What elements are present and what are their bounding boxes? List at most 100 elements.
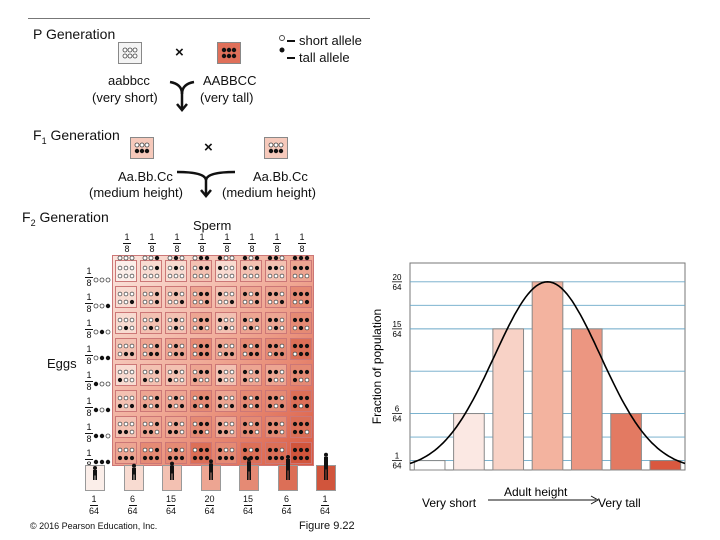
short-allele-dot xyxy=(229,325,235,331)
punnett-cell xyxy=(165,312,187,334)
fraction-bar xyxy=(167,505,175,506)
short-allele-dot xyxy=(148,377,154,383)
tall-allele-dot xyxy=(242,369,248,375)
egg-gamete xyxy=(92,427,112,445)
short-allele-dot xyxy=(123,317,129,323)
allele-dots-icon xyxy=(93,381,111,387)
tall-allele-dot xyxy=(198,421,204,427)
tall-allele-dot xyxy=(173,447,179,453)
short-allele-dot xyxy=(248,395,254,401)
allele-dots-icon xyxy=(167,343,185,357)
punnett-cell xyxy=(290,364,312,386)
tall-allele-dot xyxy=(217,291,223,297)
fraction-denominator: 8 xyxy=(86,434,92,444)
genotype-fraction: 15 64 xyxy=(241,495,255,516)
tall-allele-dot xyxy=(229,455,235,461)
f1-title-sub: 1 xyxy=(41,135,47,146)
short-allele-dot xyxy=(223,317,229,323)
tall-allele-dot xyxy=(148,351,154,357)
allele-dots-icon xyxy=(217,447,235,461)
fraction-numerator: 1 xyxy=(86,292,92,302)
y-tick-numerator: 1 xyxy=(395,452,400,461)
tall-allele-dot xyxy=(198,343,204,349)
tall-allele-dot xyxy=(254,299,260,305)
tall-allele-dot xyxy=(292,429,298,435)
punnett-cell xyxy=(140,364,162,386)
tall-allele-dot xyxy=(217,421,223,427)
tall-allele-dot xyxy=(223,455,229,461)
fraction-denominator: 64 xyxy=(127,506,138,516)
tall-allele-dot xyxy=(242,429,248,435)
punnett-cell xyxy=(140,312,162,334)
fraction-bar xyxy=(85,277,93,278)
legend-allele-icons xyxy=(279,35,295,59)
fraction-numerator: 1 xyxy=(86,422,92,432)
short-allele-dot xyxy=(142,447,148,453)
fraction-numerator: 15 xyxy=(165,494,176,504)
tall-allele-dot xyxy=(298,429,304,435)
tall-allele-dot xyxy=(129,351,135,357)
tall-allele-dot xyxy=(217,455,223,461)
short-allele-dot xyxy=(154,325,160,331)
short-allele-dot xyxy=(229,395,235,401)
tall-allele-dot xyxy=(304,455,310,461)
tall-allele-dot xyxy=(105,303,111,309)
allele-dots-icon xyxy=(292,369,310,383)
tall-allele-dot xyxy=(248,351,254,357)
short-allele-dot xyxy=(248,369,254,375)
sperm-gamete xyxy=(266,249,286,267)
short-allele-dot xyxy=(198,299,204,305)
tall-allele-dot xyxy=(198,429,204,435)
short-allele-dot xyxy=(267,351,273,357)
short-allele-dot xyxy=(179,429,185,435)
tall-allele-dot xyxy=(123,351,129,357)
y-axis-label: Fraction of population xyxy=(370,309,384,424)
punnett-cell xyxy=(240,312,262,334)
allele-dots-icon xyxy=(192,265,210,279)
tall-allele-dot xyxy=(198,395,204,401)
short-allele-dot xyxy=(142,351,148,357)
short-allele-dot xyxy=(198,273,204,279)
tall-allele-dot xyxy=(148,455,154,461)
short-allele-dot xyxy=(105,329,111,335)
short-allele-dot xyxy=(279,265,285,271)
punnett-cell xyxy=(290,338,312,360)
punnett-cell xyxy=(190,442,212,464)
short-allele-dot xyxy=(223,369,229,375)
tall-allele-dot xyxy=(273,429,279,435)
tall-allele-dot xyxy=(267,395,273,401)
tall-allele-dot xyxy=(123,455,129,461)
allele-dots-icon xyxy=(242,291,260,305)
fraction-denominator: 8 xyxy=(86,408,92,418)
tall-allele-dot xyxy=(154,369,160,375)
tall-allele-dot xyxy=(99,329,105,335)
short-allele-dot xyxy=(267,325,273,331)
short-allele-dot xyxy=(142,291,148,297)
tall-allele-dot xyxy=(273,265,279,271)
short-allele-dot xyxy=(123,403,129,409)
bell-curve xyxy=(409,280,686,465)
short-allele-dot xyxy=(279,291,285,297)
tall-allele-dot xyxy=(273,291,279,297)
short-allele-dot xyxy=(179,447,185,453)
short-allele-dot xyxy=(217,273,223,279)
short-allele-dot xyxy=(248,255,254,261)
allele-dots-icon xyxy=(117,317,135,331)
tall-allele-dot xyxy=(267,403,273,409)
tall-allele-dot xyxy=(129,455,135,461)
egg-gamete xyxy=(92,271,112,289)
allele-dots-icon xyxy=(292,395,310,409)
fraction-bar xyxy=(128,505,137,506)
bar-1 xyxy=(453,413,485,471)
fraction-numerator: 20 xyxy=(204,494,215,504)
short-allele-dot xyxy=(179,369,185,375)
allele-dots-icon xyxy=(142,421,160,435)
short-allele-dot xyxy=(273,403,279,409)
fraction-numerator: 6 xyxy=(283,494,289,504)
punnett-cell xyxy=(240,286,262,308)
short-allele-dot xyxy=(229,447,235,453)
short-allele-dot xyxy=(279,343,285,349)
